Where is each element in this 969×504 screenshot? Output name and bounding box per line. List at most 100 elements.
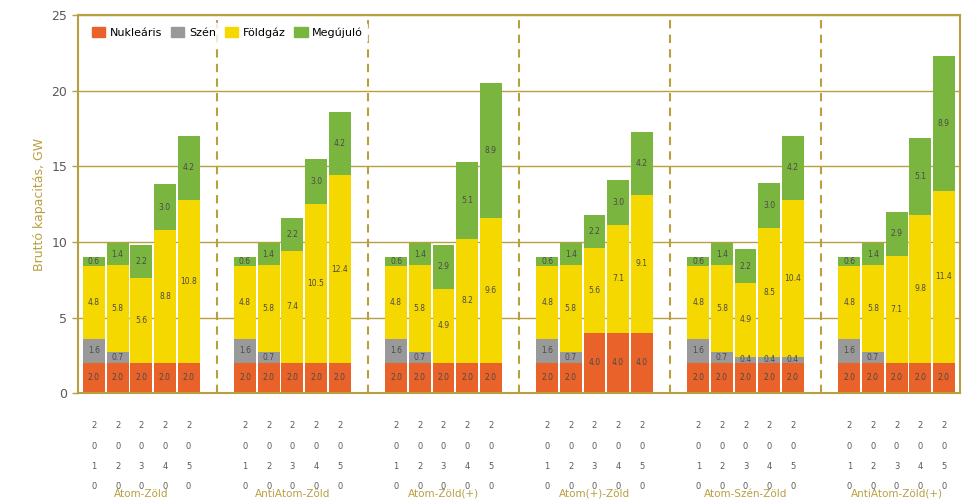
Text: 0: 0	[568, 482, 573, 491]
Bar	[234, 363, 256, 393]
Text: 2.0: 2.0	[437, 373, 449, 383]
Text: 2: 2	[695, 421, 701, 430]
Bar	[83, 257, 105, 266]
Y-axis label: Bruttó kapacitás, GW: Bruttó kapacitás, GW	[33, 138, 46, 271]
Text: 2: 2	[487, 421, 493, 430]
Text: 3: 3	[139, 462, 143, 471]
Text: 2.0: 2.0	[842, 373, 855, 383]
Text: 2.0: 2.0	[460, 373, 473, 383]
Text: 8.5: 8.5	[763, 288, 774, 297]
Text: 0: 0	[242, 482, 247, 491]
Text: 0.7: 0.7	[564, 353, 577, 362]
Text: 2: 2	[639, 421, 643, 430]
Bar	[861, 352, 883, 363]
Text: 2: 2	[115, 462, 120, 471]
Text: 0: 0	[91, 442, 97, 451]
Text: 2: 2	[440, 421, 446, 430]
Text: 5: 5	[487, 462, 493, 471]
Text: 2: 2	[940, 421, 946, 430]
Text: 5: 5	[639, 462, 643, 471]
Text: 2.0: 2.0	[914, 373, 925, 383]
Text: 3: 3	[591, 462, 597, 471]
Text: 5.8: 5.8	[414, 304, 425, 313]
Bar	[408, 265, 430, 352]
Text: 2: 2	[568, 462, 573, 471]
Text: 2: 2	[91, 421, 97, 430]
Text: 8.8: 8.8	[159, 292, 171, 301]
Text: 2: 2	[417, 462, 422, 471]
Text: 2: 2	[846, 421, 851, 430]
Bar	[408, 243, 430, 265]
Text: 1.4: 1.4	[263, 249, 274, 259]
Bar	[130, 245, 152, 278]
Text: 8.2: 8.2	[460, 296, 473, 305]
Text: 0: 0	[639, 442, 643, 451]
Bar	[455, 162, 478, 239]
Text: 2: 2	[336, 421, 342, 430]
Text: 2: 2	[893, 421, 898, 430]
Text: 1.6: 1.6	[390, 346, 402, 355]
Text: 2.0: 2.0	[111, 373, 123, 383]
Text: 0.7: 0.7	[111, 353, 124, 362]
Bar	[781, 363, 803, 393]
Text: 0: 0	[186, 442, 191, 451]
Text: 1: 1	[393, 462, 398, 471]
Bar	[710, 265, 732, 352]
Text: 2: 2	[742, 421, 747, 430]
Text: 4.8: 4.8	[692, 298, 703, 307]
Text: 0.7: 0.7	[866, 353, 878, 362]
Text: Atom-Zöld(+): Atom-Zöld(+)	[407, 489, 479, 499]
Text: 4.8: 4.8	[390, 298, 402, 307]
Bar	[177, 136, 200, 200]
Text: 2.0: 2.0	[263, 373, 274, 383]
Bar	[328, 363, 350, 393]
Text: 2.0: 2.0	[333, 373, 345, 383]
Text: 3: 3	[290, 462, 295, 471]
Text: Atom-Zöld: Atom-Zöld	[114, 489, 169, 499]
Text: 3.0: 3.0	[310, 177, 322, 186]
Text: 2.0: 2.0	[738, 373, 751, 383]
Bar	[932, 191, 953, 363]
Text: 0: 0	[893, 482, 898, 491]
Text: 3: 3	[893, 462, 898, 471]
Text: 2: 2	[186, 421, 191, 430]
Text: 2.9: 2.9	[437, 263, 449, 271]
Text: 0: 0	[393, 442, 398, 451]
Legend: Nukleáris, Szén, Földgáz, Megújuló: Nukleáris, Szén, Földgáz, Megújuló	[87, 23, 367, 42]
Text: 0.6: 0.6	[842, 257, 855, 266]
Text: 8.9: 8.9	[484, 146, 496, 155]
Bar	[328, 112, 350, 175]
Text: 0.4: 0.4	[786, 355, 798, 364]
Text: 3.0: 3.0	[763, 201, 774, 210]
Text: 4: 4	[615, 462, 620, 471]
Text: 0: 0	[417, 442, 422, 451]
Text: 2.0: 2.0	[541, 373, 552, 383]
Text: 2: 2	[544, 421, 549, 430]
Text: 0: 0	[115, 442, 120, 451]
Text: 0: 0	[464, 482, 469, 491]
Text: 2: 2	[242, 421, 247, 430]
Text: 0: 0	[940, 482, 946, 491]
Text: 0.6: 0.6	[692, 257, 703, 266]
Text: Atom-Szén-Zöld: Atom-Szén-Zöld	[703, 489, 787, 499]
Bar	[258, 265, 279, 352]
Text: 7.4: 7.4	[286, 302, 298, 311]
Text: 0: 0	[719, 442, 724, 451]
Text: 0: 0	[766, 442, 771, 451]
Bar	[559, 352, 581, 363]
Text: 5: 5	[336, 462, 342, 471]
Text: 1.4: 1.4	[414, 249, 425, 259]
Text: 2: 2	[139, 421, 143, 430]
Bar	[630, 195, 652, 333]
Text: 5.8: 5.8	[564, 304, 577, 313]
Text: 4: 4	[766, 462, 771, 471]
Bar	[559, 265, 581, 352]
Text: 2.2: 2.2	[588, 227, 600, 236]
Text: 2.0: 2.0	[763, 373, 774, 383]
Text: 2: 2	[266, 421, 271, 430]
Bar	[281, 251, 303, 363]
Bar	[837, 266, 860, 339]
Text: 4.9: 4.9	[738, 316, 751, 324]
Text: 4.2: 4.2	[182, 163, 195, 172]
Bar	[734, 357, 756, 363]
